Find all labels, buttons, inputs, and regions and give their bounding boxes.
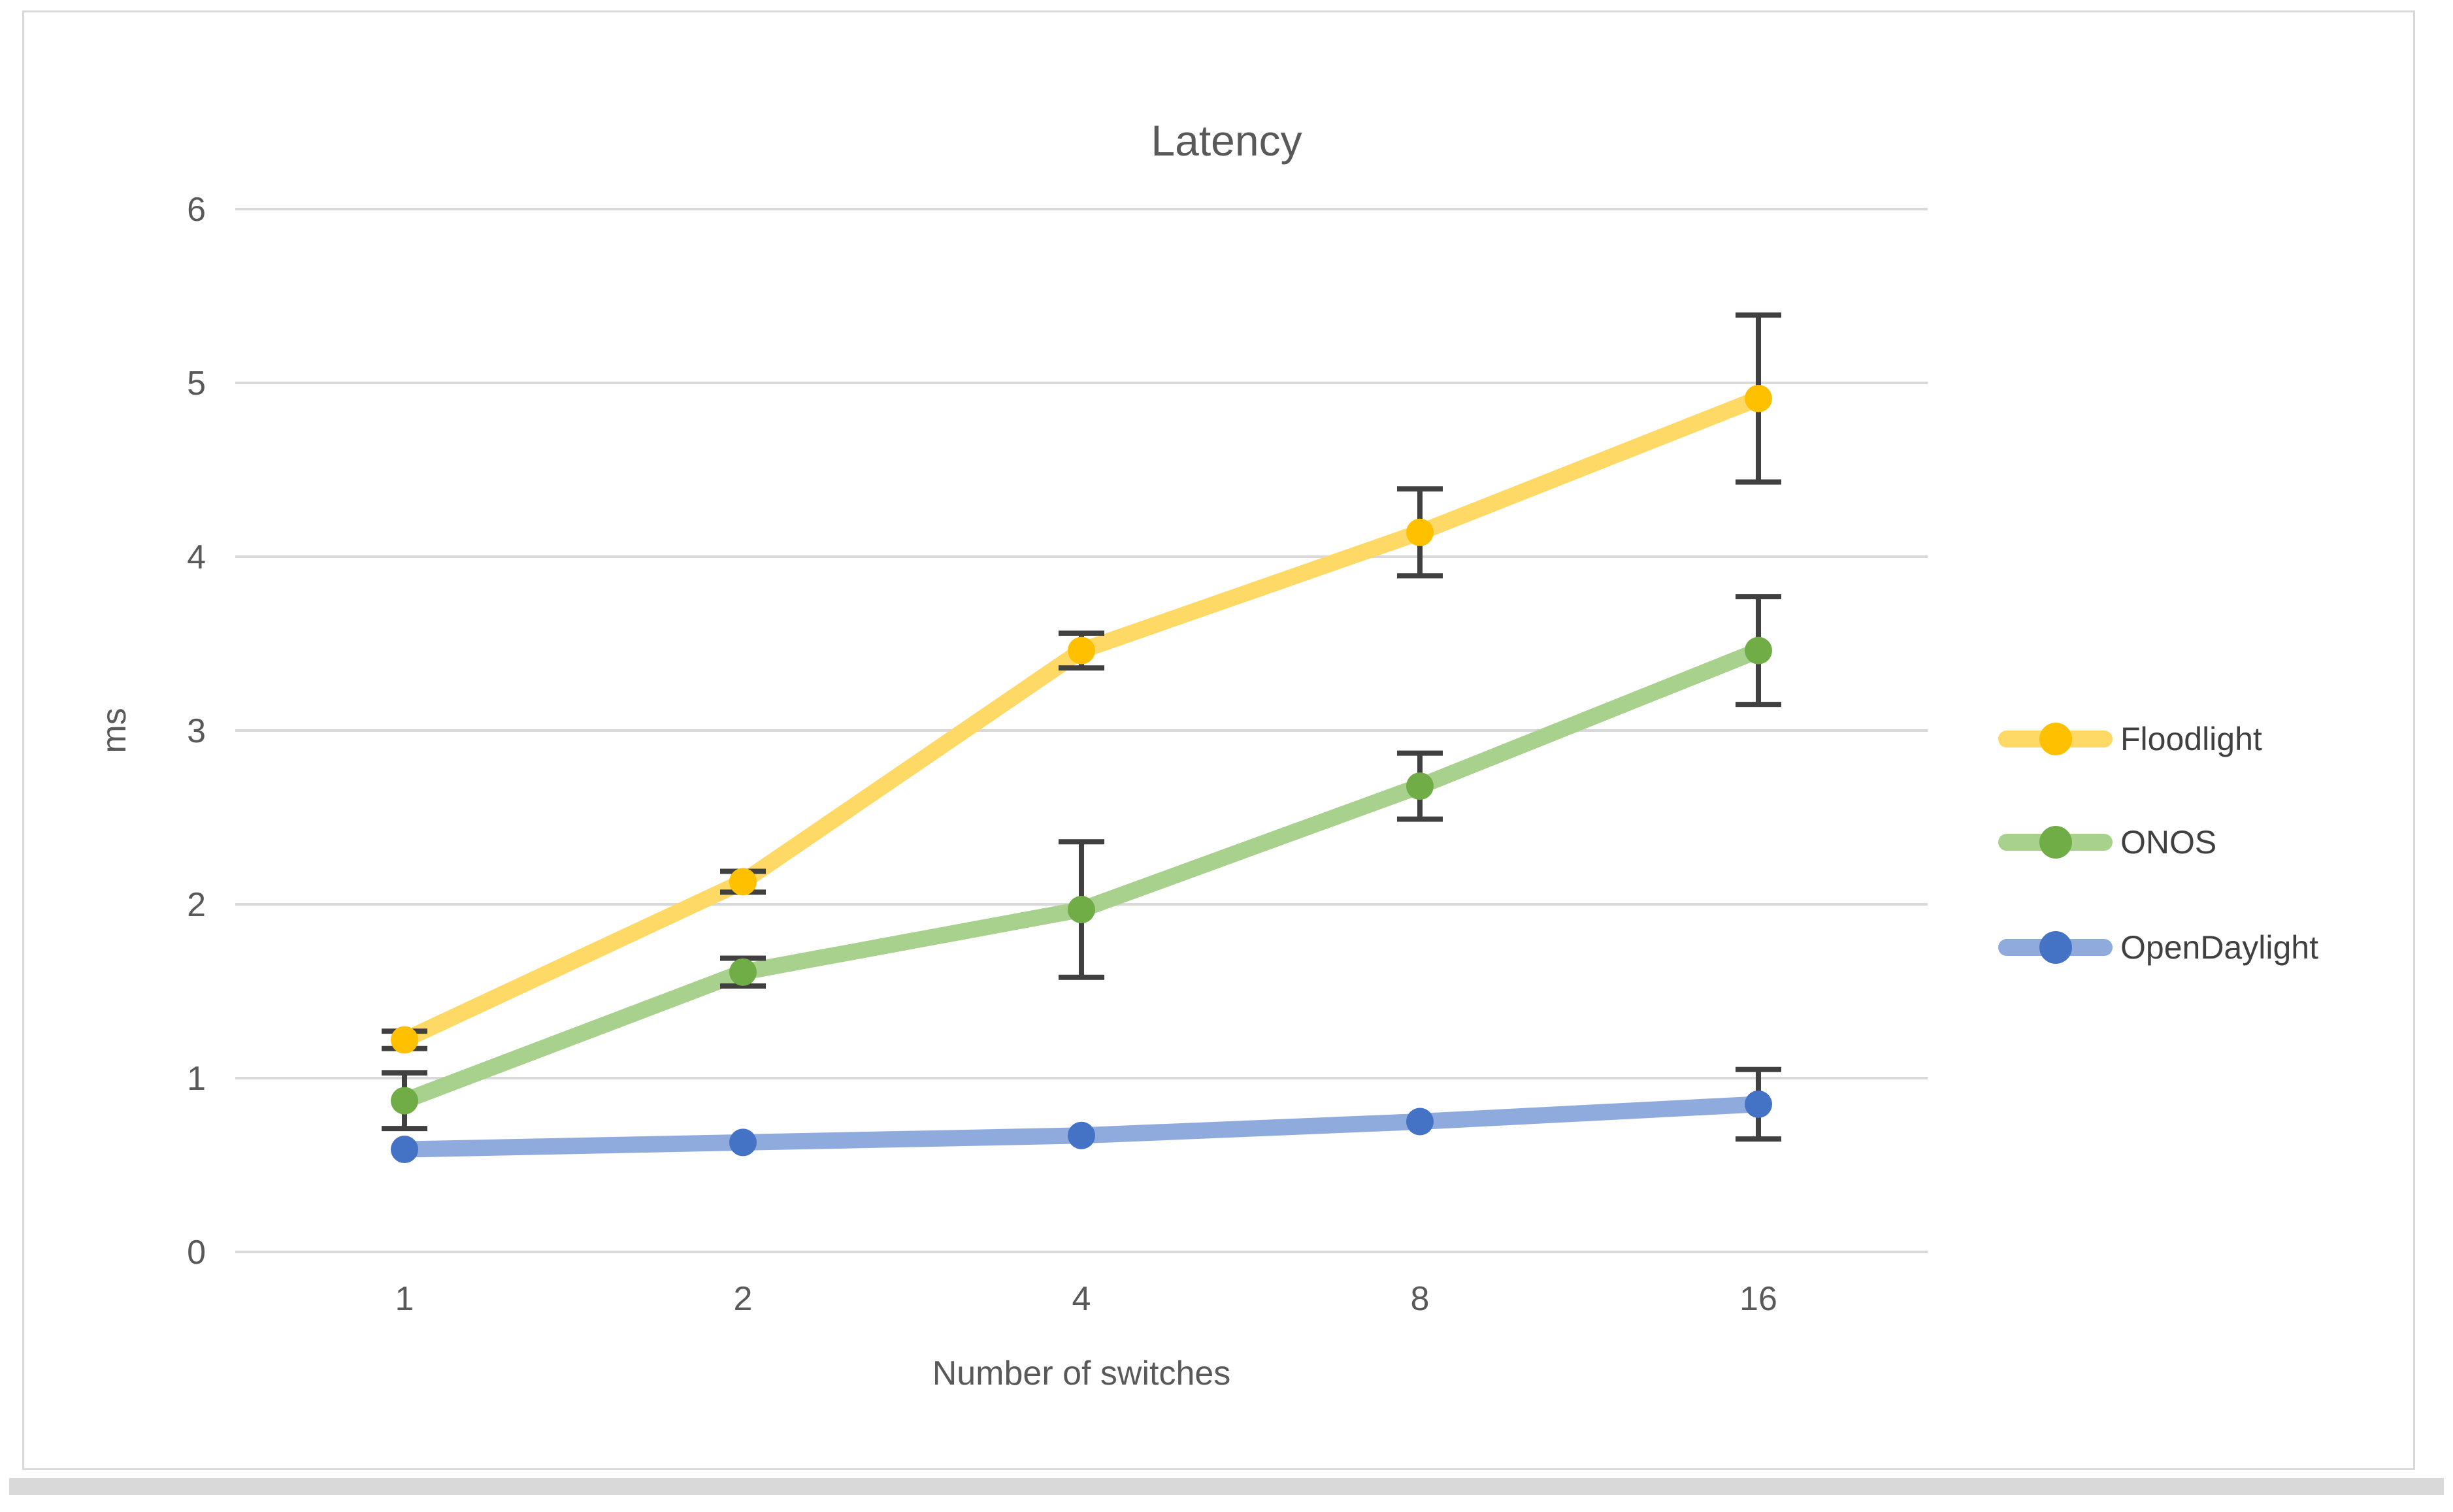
x-tick-label: 16 (1739, 1280, 1777, 1318)
data-point-marker-floodlight (1068, 636, 1095, 665)
legend-item-opendaylight: OpenDaylight (1998, 918, 2318, 977)
y-tick-label: 4 (187, 538, 206, 576)
data-point-marker-opendaylight (1745, 1090, 1772, 1118)
data-point-marker-floodlight (1406, 518, 1434, 546)
x-tick-label: 1 (395, 1280, 414, 1318)
x-tick-label: 2 (734, 1280, 753, 1318)
y-tick-label: 2 (187, 886, 206, 924)
y-tick-label: 5 (187, 365, 206, 403)
y-tick-label: 1 (187, 1060, 206, 1098)
legend-item-onos: ONOS (1998, 813, 2216, 872)
data-point-marker-onos (1745, 636, 1772, 665)
data-point-marker-floodlight (1745, 384, 1772, 412)
legend-label: OpenDaylight (2120, 929, 2318, 966)
data-point-marker-onos (391, 1087, 418, 1115)
data-point-marker-opendaylight (1068, 1121, 1095, 1149)
data-point-marker-opendaylight (391, 1136, 418, 1164)
y-axis-title: ms (95, 708, 133, 753)
floodlight-legend-marker-icon (1998, 710, 2113, 768)
data-point-marker-floodlight (729, 868, 757, 896)
data-point-marker-floodlight (391, 1026, 418, 1054)
x-axis-title: Number of switches (932, 1355, 1231, 1392)
legend-label: Floodlight (2120, 721, 2262, 757)
legend-label: ONOS (2120, 824, 2217, 861)
data-point-marker-opendaylight (1406, 1108, 1434, 1136)
data-point-marker-opendaylight (729, 1128, 757, 1157)
data-point-marker-onos (1068, 895, 1095, 923)
chart-title: Latency (1151, 116, 1302, 165)
y-tick-label: 0 (187, 1234, 206, 1272)
onos-legend-marker-icon (1998, 813, 2113, 872)
y-tick-label: 6 (187, 191, 206, 229)
x-tick-label: 4 (1072, 1280, 1091, 1318)
legend-item-floodlight: Floodlight (1998, 710, 2262, 768)
data-point-marker-onos (729, 958, 757, 986)
y-tick-label: 3 (187, 712, 206, 750)
page-edge-strip (9, 1478, 2444, 1495)
opendaylight-legend-marker-icon (1998, 918, 2113, 977)
data-point-marker-onos (1406, 772, 1434, 800)
x-tick-label: 8 (1411, 1280, 1430, 1318)
